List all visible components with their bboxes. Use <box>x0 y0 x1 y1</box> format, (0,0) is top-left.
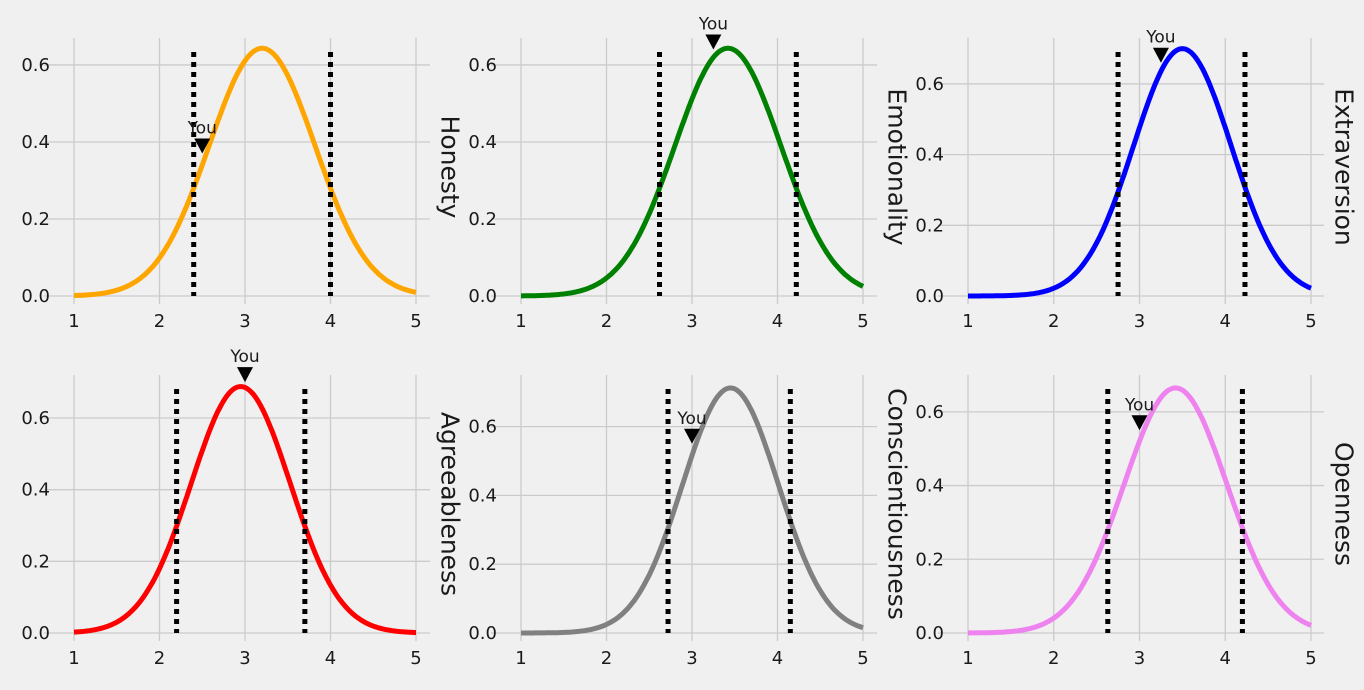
x-tick-label: 3 <box>239 311 250 332</box>
y-tick-label: 0.4 <box>21 132 50 153</box>
y-tick-label: 0.0 <box>21 623 50 644</box>
x-tick-label: 2 <box>1048 648 1059 669</box>
y-tick-label: 0.2 <box>468 209 497 230</box>
x-tick-label: 3 <box>239 648 250 669</box>
y-tick-label: 0.2 <box>915 549 944 570</box>
y-tick-label: 0.0 <box>21 286 50 307</box>
x-tick-label: 1 <box>515 311 526 332</box>
x-tick-label: 3 <box>686 648 697 669</box>
x-tick-label: 2 <box>601 311 612 332</box>
distribution-curve <box>73 384 417 635</box>
x-tick-label: 5 <box>857 648 868 669</box>
panel-honesty: 1 2 3 4 5 0.0 0.2 0.4 0.6 You Honesty <box>21 38 465 332</box>
x-tick-label: 1 <box>68 311 79 332</box>
panel-agreeableness: 1 2 3 4 5 0.0 0.2 0.4 0.6 You Agreeableness <box>21 347 464 669</box>
trait-label: Agreeableness <box>436 412 465 596</box>
y-tick-label: 0.4 <box>915 145 944 166</box>
you-marker <box>705 34 722 50</box>
y-tick-label: 0.4 <box>21 480 50 501</box>
x-tick-label: 1 <box>962 648 973 669</box>
y-tick-label: 0.4 <box>468 132 497 153</box>
panel-emotionality: 1 2 3 4 5 0.0 0.2 0.4 0.6 You Emotionality <box>468 15 911 332</box>
x-tick-label: 5 <box>410 311 421 332</box>
you-label: You <box>676 409 706 429</box>
panel-conscientiousness: 1 2 3 4 5 0.0 0.2 0.4 0.6 You Conscientiousness <box>468 375 912 669</box>
distribution-curve <box>520 45 865 299</box>
trait-label: Emotionality <box>883 88 912 245</box>
y-tick-label: 0.4 <box>915 476 944 497</box>
trait-label: Extraversion <box>1330 88 1359 246</box>
y-tick-label: 0.0 <box>915 623 944 644</box>
x-tick-label: 2 <box>154 311 165 332</box>
x-tick-label: 1 <box>68 648 79 669</box>
x-tick-label: 2 <box>601 648 612 669</box>
trait-label: Honesty <box>436 116 465 219</box>
y-tick-label: 0.6 <box>21 408 50 429</box>
y-tick-label: 0.2 <box>21 551 50 572</box>
panel-extraversion: 1 2 3 4 5 0.0 0.2 0.4 0.6 You Extraversion <box>915 28 1358 332</box>
distribution-curve <box>520 385 864 636</box>
you-marker <box>237 367 253 383</box>
x-tick-label: 2 <box>154 648 165 669</box>
you-marker <box>1152 47 1169 63</box>
you-label: You <box>698 15 728 35</box>
you-marker <box>1131 415 1148 431</box>
you-label: You <box>229 347 259 367</box>
x-tick-label: 5 <box>410 648 421 669</box>
x-tick-label: 4 <box>325 648 336 669</box>
y-tick-label: 0.6 <box>915 74 944 95</box>
y-tick-label: 0.0 <box>468 623 497 644</box>
y-tick-label: 0.6 <box>915 402 944 423</box>
x-tick-label: 3 <box>1134 311 1145 332</box>
trait-label: Conscientiousness <box>883 388 912 620</box>
x-tick-label: 3 <box>686 311 697 332</box>
x-tick-label: 1 <box>515 648 526 669</box>
y-tick-label: 0.6 <box>468 55 497 76</box>
x-tick-label: 5 <box>1305 648 1316 669</box>
panel-openness: 1 2 3 4 5 0.0 0.2 0.4 0.6 You Openness <box>915 375 1359 669</box>
x-tick-label: 4 <box>1220 311 1231 332</box>
x-tick-label: 3 <box>1134 648 1145 669</box>
you-label: You <box>1145 28 1175 48</box>
y-tick-label: 0.6 <box>21 55 50 76</box>
y-tick-label: 0.2 <box>468 554 497 575</box>
y-tick-label: 0.4 <box>468 485 497 506</box>
x-tick-label: 5 <box>1305 311 1316 332</box>
y-tick-label: 0.2 <box>21 209 50 230</box>
x-tick-label: 4 <box>1220 648 1231 669</box>
distribution-curve <box>73 45 417 298</box>
x-tick-label: 1 <box>962 311 973 332</box>
x-tick-label: 4 <box>772 648 783 669</box>
you-label: You <box>187 119 217 139</box>
y-tick-label: 0.0 <box>915 286 944 307</box>
y-tick-label: 0.0 <box>468 286 497 307</box>
you-marker <box>194 138 211 154</box>
x-tick-label: 5 <box>857 311 868 332</box>
distribution-curve <box>967 46 1312 299</box>
you-marker <box>684 428 700 444</box>
y-tick-label: 0.2 <box>915 215 944 236</box>
x-tick-label: 2 <box>1048 311 1059 332</box>
distribution-curve <box>967 385 1312 636</box>
x-tick-label: 4 <box>772 311 783 332</box>
y-tick-label: 0.6 <box>468 417 497 438</box>
trait-label: Openness <box>1330 442 1359 566</box>
you-label: You <box>1124 395 1154 415</box>
x-tick-label: 4 <box>325 311 336 332</box>
